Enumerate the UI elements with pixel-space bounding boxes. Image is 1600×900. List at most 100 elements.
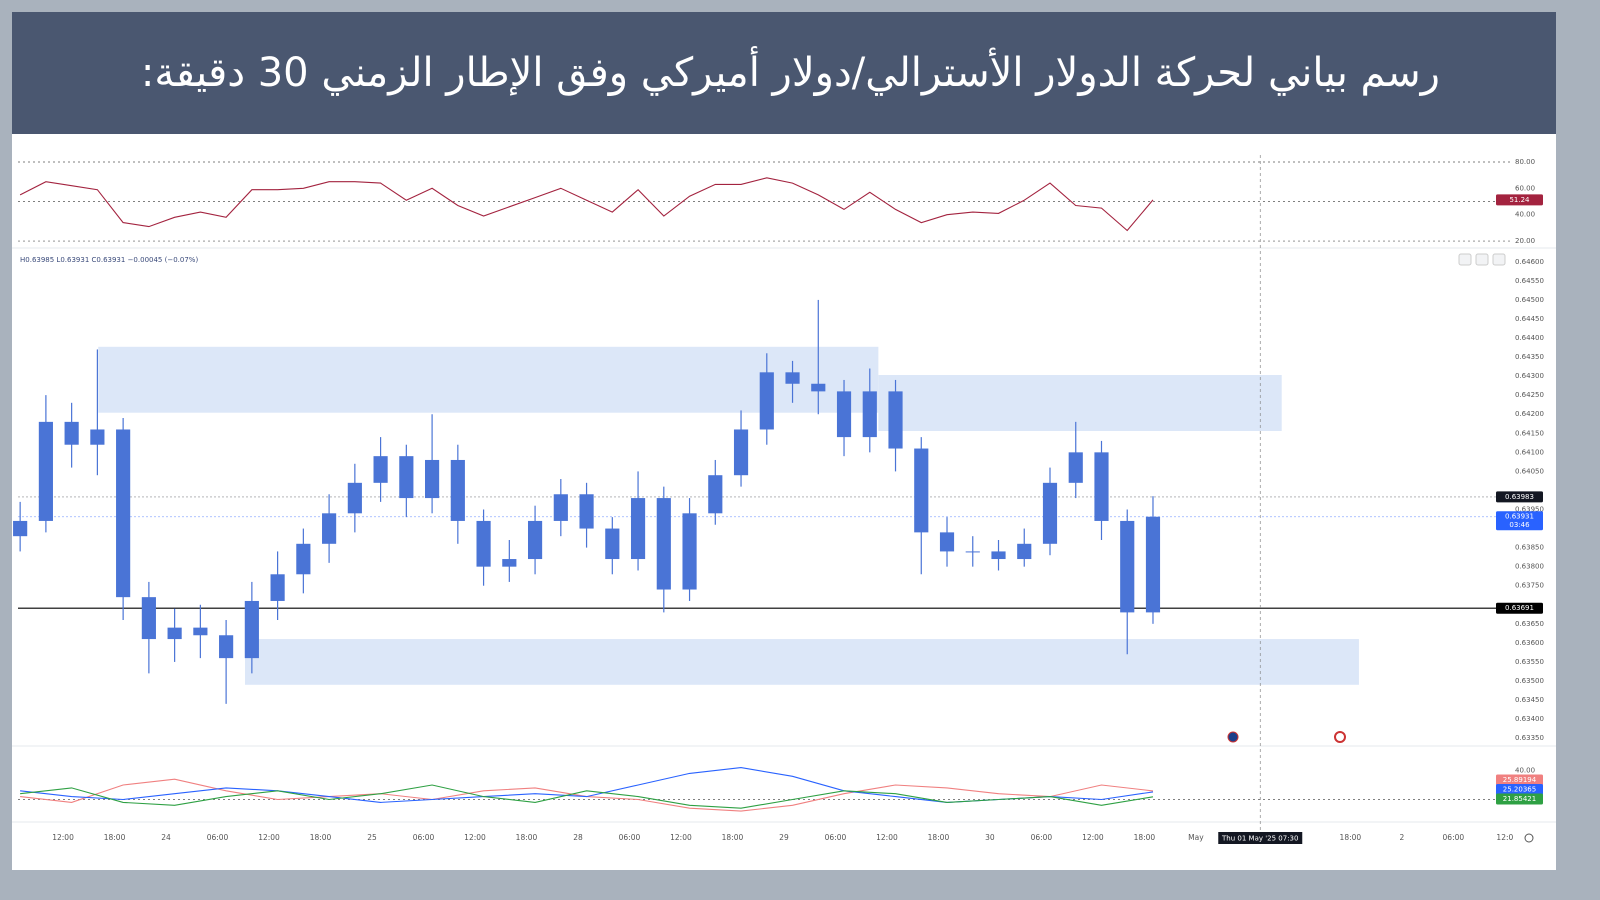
x-tick-label: 18:00 (722, 833, 744, 842)
y-tick-label: 0.64550 (1515, 277, 1544, 285)
x-tick-label: 2 (1399, 833, 1404, 842)
value-tag: 21.85421 (1503, 795, 1536, 803)
value-tag: 25.89194 (1503, 776, 1537, 784)
y-tick-label: 40.00 (1515, 766, 1535, 774)
candle-body (862, 391, 877, 438)
candle-body (296, 543, 311, 575)
candle-body (1042, 482, 1058, 544)
candle-body (1068, 452, 1083, 483)
y-tick-label: 0.64350 (1515, 353, 1544, 361)
candle-body (476, 520, 491, 567)
crosshair-label-bg (1218, 832, 1303, 844)
y-tick-label: 0.64600 (1515, 258, 1544, 266)
y-tick-label: 0.64050 (1515, 467, 1544, 475)
candle-body (888, 391, 903, 449)
x-tick-label: 06:00 (1443, 833, 1465, 842)
price-tag-bg (1496, 511, 1543, 531)
x-tick-label: 30 (985, 833, 995, 842)
ohlc-header: H0.63985 L0.63931 C0.63931 −0.00045 (−0.… (20, 256, 198, 264)
candle-body (219, 635, 234, 659)
y-tick-label: 0.63650 (1515, 620, 1544, 628)
price-tag-extra: 03:46 (1509, 521, 1530, 529)
candle-body (116, 429, 131, 598)
candle-body (733, 429, 749, 476)
candle-body (965, 551, 980, 553)
y-tick-label: 0.63550 (1515, 658, 1544, 666)
y-tick-label: 0.63600 (1515, 639, 1544, 647)
candle-body (1120, 520, 1135, 613)
x-tick-label: 18:00 (928, 833, 950, 842)
x-tick-label: 06:00 (207, 833, 229, 842)
value-tag: 51.24 (1509, 196, 1530, 204)
x-tick-label: 12:00 (876, 833, 898, 842)
settings-icon[interactable] (1524, 833, 1534, 843)
x-tick-label: 18:00 (310, 833, 332, 842)
x-tick-label: 29 (779, 833, 789, 842)
x-tick-label: 12:0 (1496, 833, 1513, 842)
event-flag[interactable] (1227, 731, 1239, 743)
candle-body (399, 456, 414, 499)
candle-body (656, 498, 671, 590)
y-tick-label: 0.63400 (1515, 715, 1544, 723)
value-tag-bg (1496, 793, 1543, 805)
candle-body (425, 459, 440, 499)
candle-body (811, 383, 826, 392)
y-tick-label: 0.63850 (1515, 544, 1544, 552)
candle-body (939, 532, 955, 552)
event-flag[interactable] (1334, 731, 1346, 743)
y-tick-label: 0.63800 (1515, 563, 1544, 571)
candle-body (553, 494, 568, 521)
y-tick-label: 40.00 (1515, 211, 1535, 219)
candle-body (630, 498, 646, 560)
zone (878, 374, 1282, 432)
candle-body (141, 597, 156, 640)
x-tick-label: 18:00 (1134, 833, 1156, 842)
candle-body (64, 421, 79, 445)
price-tag: 0.63691 (1505, 604, 1534, 612)
x-tick-label: 12:00 (1082, 833, 1104, 842)
x-tick-label: 28 (573, 833, 583, 842)
zone (98, 346, 879, 413)
candle-body (991, 551, 1006, 560)
value-tag-bg (1496, 784, 1543, 795)
down-button[interactable] (1475, 253, 1489, 266)
candle-body (1145, 516, 1161, 613)
candle-body (1017, 543, 1032, 560)
x-tick-label: 18:00 (1340, 833, 1362, 842)
reset-button[interactable] (1492, 253, 1506, 266)
candle-body (270, 574, 285, 601)
candle-body (13, 520, 28, 537)
up-button[interactable] (1458, 253, 1472, 266)
candle-body (579, 494, 594, 529)
y-tick-label: 0.64300 (1515, 372, 1544, 380)
y-tick-label: 0.64400 (1515, 334, 1544, 342)
y-tick-label: 0.63350 (1515, 734, 1544, 742)
candle-body (450, 459, 465, 521)
candle-body (836, 391, 852, 438)
y-tick-label: 0.64200 (1515, 410, 1544, 418)
crosshair-label: Thu 01 May '25 07:30 (1221, 835, 1298, 843)
x-tick-label: 12:00 (670, 833, 692, 842)
x-tick-label: 25 (367, 833, 377, 842)
y-tick-label: 60.00 (1515, 184, 1535, 192)
x-tick-label: 18:00 (516, 833, 538, 842)
candle-body (759, 372, 774, 430)
y-tick-label: 0.63500 (1515, 677, 1544, 685)
toolbar-icons (1458, 253, 1506, 266)
x-tick-label: 18:00 (104, 833, 126, 842)
candle-body (38, 421, 53, 521)
x-tick-label: 06:00 (413, 833, 435, 842)
candle-body (90, 429, 105, 445)
y-tick-label: 0.64250 (1515, 391, 1544, 399)
candle-body (1094, 452, 1109, 521)
series-line (19, 177, 1154, 232)
price-tag-bg (1496, 491, 1543, 503)
y-tick-label: 0.63750 (1515, 582, 1544, 590)
series-line (20, 784, 1154, 809)
candle-body (193, 627, 208, 636)
value-tag: 25.20365 (1503, 786, 1536, 794)
title-banner: رسم بياني لحركة الدولار الأسترالي/دولار … (12, 12, 1556, 134)
x-tick-label: 06:00 (1031, 833, 1053, 842)
